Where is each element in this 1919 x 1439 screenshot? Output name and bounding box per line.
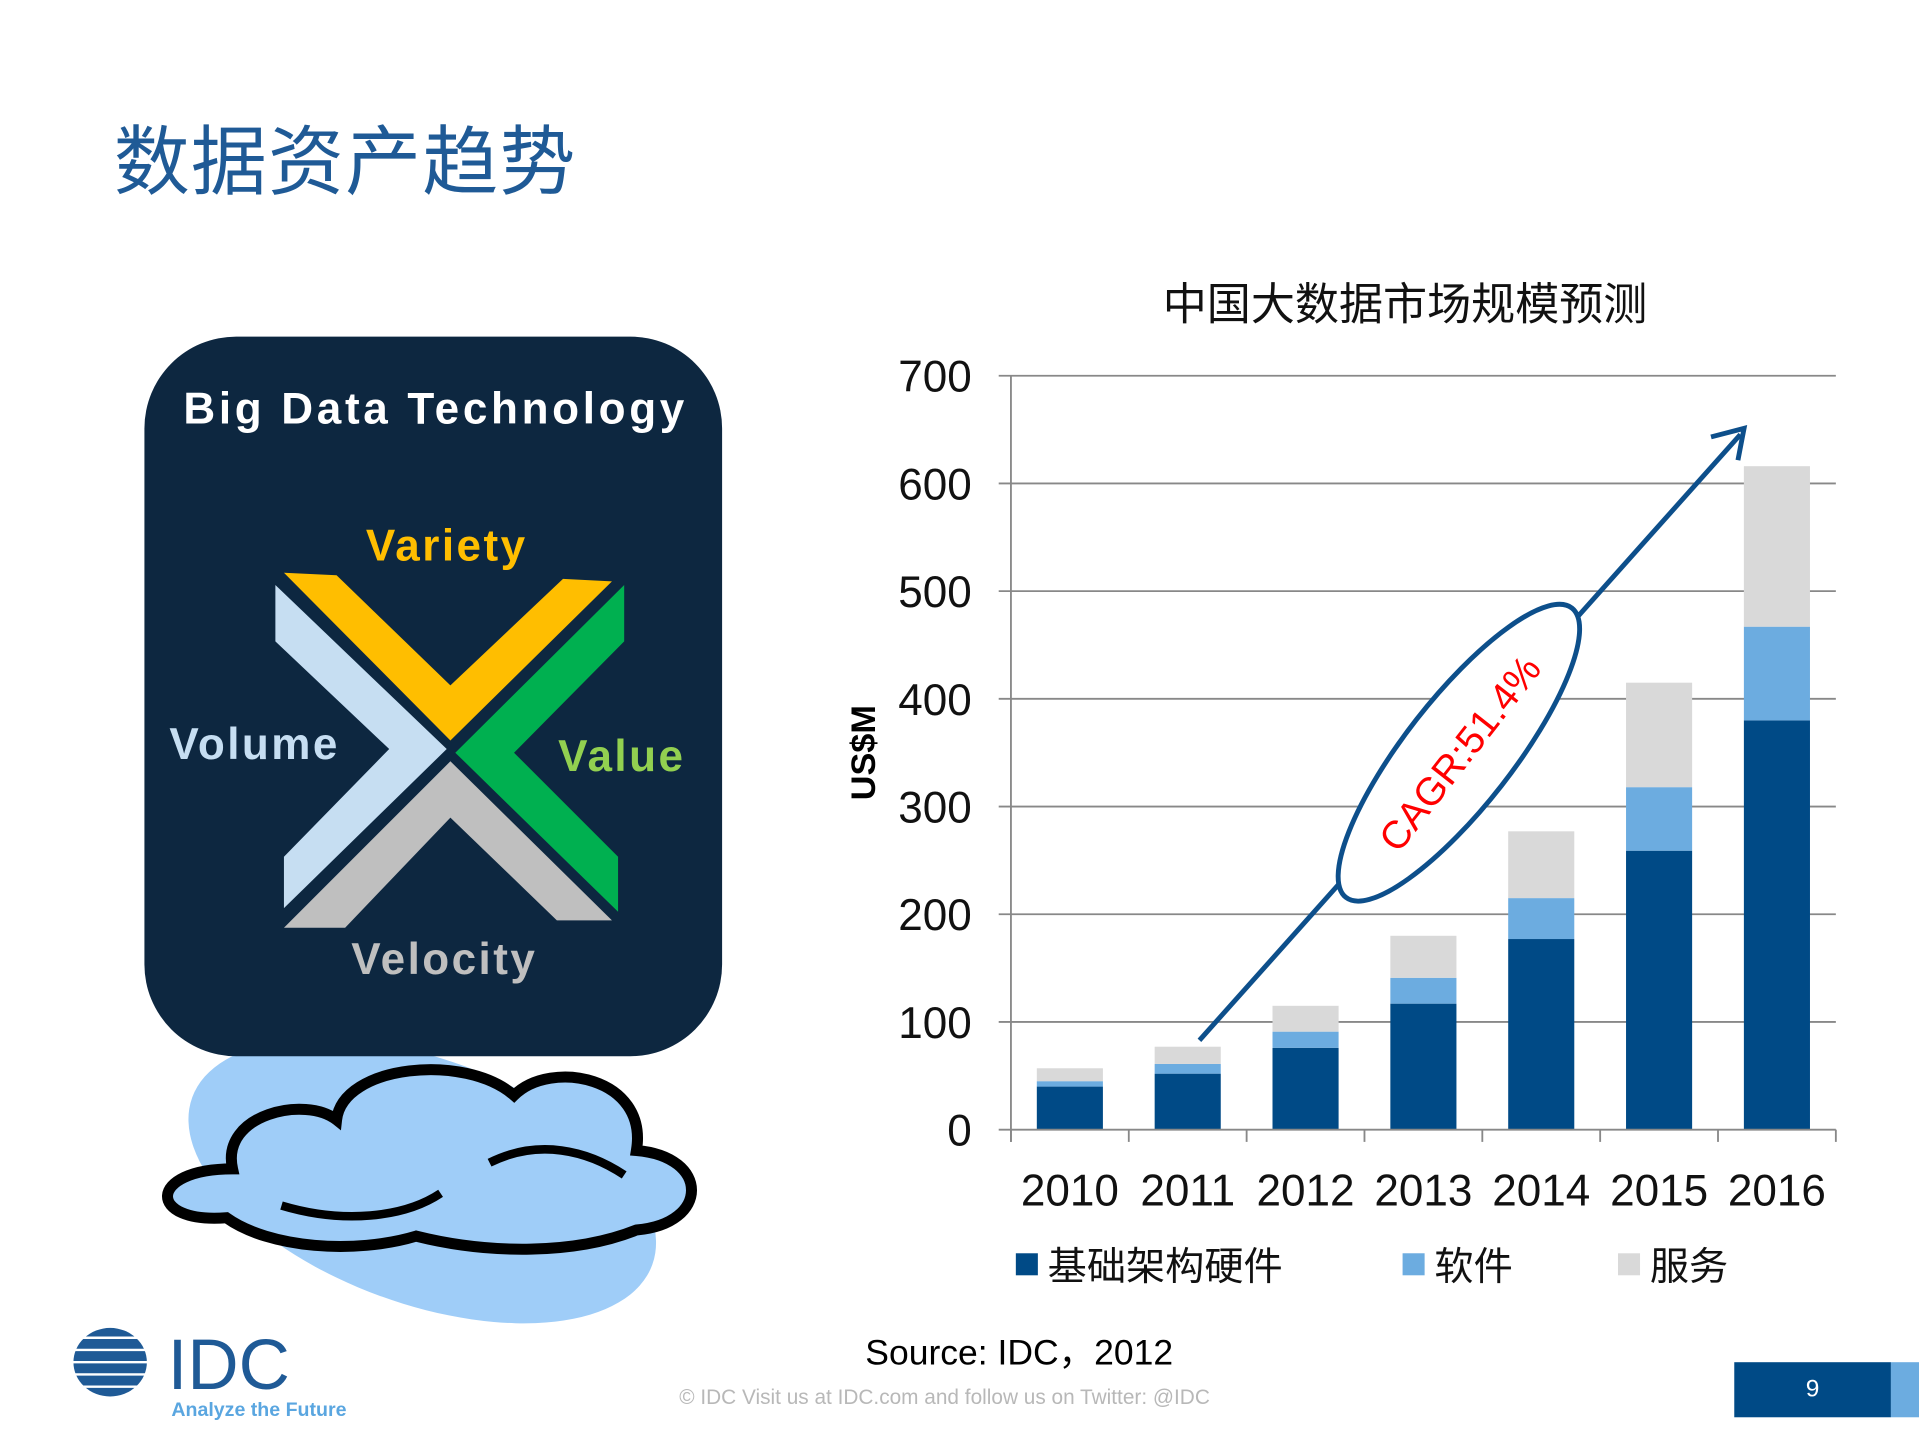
bar-2011-2	[1154, 1046, 1221, 1064]
x-tick-label: 2015	[1610, 1167, 1708, 1216]
label-value: Value	[558, 732, 685, 781]
bar-2015-2	[1626, 682, 1693, 788]
legend-label: 服务	[1649, 1243, 1729, 1290]
big-data-graphic: Big Data Technology Variety Volume Value…	[144, 336, 723, 1324]
bar-2011-0	[1154, 1073, 1221, 1130]
y-tick-label: 400	[898, 676, 972, 725]
bar-2013-1	[1390, 977, 1457, 1004]
cloud-icon	[162, 1064, 697, 1255]
y-axis-label: US$M	[845, 705, 883, 800]
bar-2012-0	[1272, 1047, 1339, 1130]
legend-services: 服务	[1617, 1236, 1729, 1292]
value-chevron	[455, 585, 625, 912]
bar-2010-1	[1036, 1081, 1103, 1087]
y-tick-label: 700	[898, 353, 972, 402]
bar-2013-2	[1390, 935, 1457, 978]
y-tick-label: 200	[898, 891, 972, 940]
arrow-head-icon	[1710, 425, 1748, 461]
chart-title: 中国大数据市场规模预测	[1162, 280, 1648, 331]
label-velocity: Velocity	[351, 935, 537, 984]
velocity-chevron	[283, 761, 612, 928]
bar-2010-0	[1036, 1086, 1103, 1130]
variety-chevron	[283, 572, 612, 741]
y-tick-label: 100	[898, 999, 972, 1048]
legend-hardware: 基础架构硬件	[1015, 1236, 1283, 1292]
bar-2016-2	[1743, 466, 1810, 627]
x-tick-label: 2013	[1374, 1167, 1472, 1216]
legend-label: 基础架构硬件	[1047, 1243, 1283, 1290]
page-number: 9	[1734, 1362, 1891, 1418]
x-tick-label: 2011	[1140, 1167, 1235, 1216]
legend-swatch	[1617, 1253, 1641, 1276]
bar-2011-1	[1154, 1063, 1221, 1074]
page-title: 数据资产趋势	[113, 117, 577, 207]
x-tick-label: 2014	[1492, 1167, 1590, 1216]
legend-swatch	[1402, 1253, 1425, 1276]
page-number-accent	[1890, 1362, 1919, 1418]
graphic-title: Big Data Technology	[183, 384, 688, 433]
bar-2012-2	[1272, 1005, 1339, 1032]
bar-2013-0	[1390, 1003, 1457, 1130]
bar-2014-2	[1508, 831, 1575, 899]
label-volume: Volume	[169, 720, 340, 769]
bar-2012-1	[1272, 1031, 1339, 1048]
legend-swatch	[1015, 1253, 1038, 1276]
bar-2010-2	[1036, 1068, 1103, 1082]
bar-2015-0	[1626, 850, 1693, 1130]
bar-2015-1	[1626, 787, 1693, 851]
bar-2016-0	[1743, 720, 1810, 1130]
bar-2014-0	[1508, 939, 1575, 1130]
footer-text: © IDC Visit us at IDC.com and follow us …	[679, 1385, 1210, 1409]
volume-chevron	[275, 585, 447, 909]
legend-label: 软件	[1434, 1243, 1513, 1290]
logo-tagline: Analyze the Future	[171, 1399, 346, 1421]
y-tick-label: 300	[898, 783, 972, 832]
cagr-ellipse	[1335, 601, 1583, 904]
bar-2014-1	[1508, 898, 1575, 940]
source-note: Source: IDC，2012	[865, 1334, 1174, 1374]
y-tick-label: 500	[898, 568, 972, 617]
y-tick-label: 0	[947, 1107, 972, 1156]
bar-2016-1	[1743, 626, 1810, 721]
y-tick-label: 600	[898, 460, 972, 509]
label-variety: Variety	[366, 522, 528, 571]
logo-text: IDC	[168, 1326, 290, 1405]
legend-software: 软件	[1402, 1236, 1513, 1292]
idc-logo: IDC Analyze the Future	[55, 1326, 347, 1421]
x-tick-label: 2012	[1257, 1167, 1355, 1216]
x-tick-label: 2010	[1021, 1167, 1119, 1216]
x-tick-label: 2016	[1728, 1167, 1826, 1216]
